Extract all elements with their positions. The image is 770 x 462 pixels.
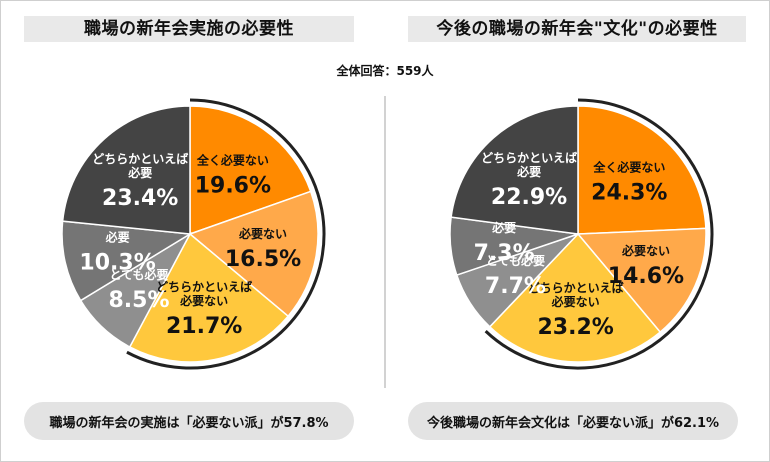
left-title-band [24,16,354,42]
right-slice-category-5-1: 必要 [516,164,541,179]
right-pie-chart: 全く必要ない24.3%必要ない14.6%どちらかといえば必要ない23.2%とても… [449,98,714,370]
right-slice-category-3-0: とても必要 [486,253,545,268]
left-pie-slice-4 [61,220,193,302]
left-slice-value-0: 19.6% [195,173,271,198]
right-slice-category-1-0: 必要ない [621,243,670,258]
right-slice-label-3: とても必要 7.7% [485,253,546,299]
right-slice-label-4: 必要 7.3% [474,220,535,266]
left-slice-category-5-1: 必要 [127,165,152,180]
left-slice-category-3-0: とても必要 [109,267,168,282]
left-slice-category-4-0: 必要 [105,229,130,244]
right-slice-label-1: 必要ない 14.6% [608,243,684,289]
right-slice-value-0: 24.3% [591,180,667,205]
left-slice-value-3: 8.5% [109,288,170,313]
left-slice-value-4: 10.3% [79,250,155,275]
right-slice-value-4: 7.3% [474,241,535,266]
left-slice-label-1: 必要ない 16.5% [225,226,301,272]
left-pie-slice-2 [128,232,290,363]
respondent-count: 全体回答：559人 [336,64,434,78]
right-title-band [408,16,746,42]
right-slice-category-2-1: 必要ない [551,294,600,309]
left-slice-category-2-1: 必要ない [179,293,228,308]
right-slice-value-2: 23.2% [538,315,614,340]
right-slice-value-3: 7.7% [485,274,546,299]
right-not-needed-arc [484,98,714,370]
right-summary: 今後職場の新年会文化は「必要ない派」が62.1% [408,402,738,440]
right-slice-value-5: 22.9% [491,185,567,210]
right-pie-slice-1 [576,227,707,334]
right-chart-title: 今後の職場の新年会"文化"の必要性 [436,19,718,39]
right-slice-value-1: 14.6% [608,264,684,289]
left-slice-label-0: 全く必要ない 19.6% [195,152,271,198]
right-slice-category-0-0: 全く必要ない [592,159,665,174]
right-pie-slice-5 [450,105,579,235]
left-pie-slice-1 [188,190,319,318]
right-slice-category-2-0: どちらかといえば [528,280,624,295]
right-pie-slice-0 [577,105,707,235]
right-pie-slice-2 [488,232,662,363]
left-slice-category-1-0: 必要ない [238,226,287,241]
left-slice-value-5: 23.4% [102,186,178,211]
left-slice-value-2: 21.7% [166,314,242,339]
right-slice-label-0: 全く必要ない 24.3% [591,159,667,205]
chart-divider [384,96,386,388]
right-slice-category-5-0: どちらかといえば [481,150,577,165]
left-slice-value-1: 16.5% [225,247,301,272]
left-slice-label-3: とても必要 8.5% [109,267,170,313]
left-summary: 職場の新年会の実施は「必要ない派」が57.8% [24,402,354,440]
left-slice-label-4: 必要 10.3% [79,229,155,275]
left-pie-chart: 全く必要ない19.6%必要ない16.5%どちらかといえば必要ない21.7%とても… [61,98,326,370]
right-slice-category-4-0: 必要 [491,220,516,235]
left-chart-title: 職場の新年会実施の必要性 [84,19,294,39]
left-slice-category-0-0: 全く必要ない [196,152,269,167]
left-slice-category-5-0: どちらかといえば [92,151,188,166]
left-slice-category-2-0: どちらかといえば [156,279,252,294]
left-not-needed-arc [126,98,326,370]
left-pie-slice-5 [61,105,191,235]
